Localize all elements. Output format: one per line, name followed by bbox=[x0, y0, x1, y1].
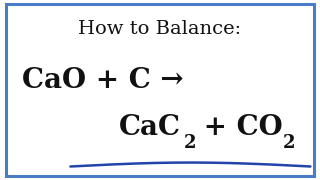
Text: How to Balance:: How to Balance: bbox=[78, 20, 242, 38]
Text: 2: 2 bbox=[184, 134, 196, 152]
FancyBboxPatch shape bbox=[6, 4, 314, 176]
Text: 2: 2 bbox=[283, 134, 296, 152]
Text: + CO: + CO bbox=[194, 114, 282, 141]
Text: CaO + C →: CaO + C → bbox=[22, 68, 184, 94]
Text: CaC: CaC bbox=[118, 114, 180, 141]
